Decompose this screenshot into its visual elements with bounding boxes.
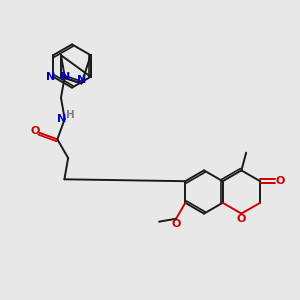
Text: N: N [61, 72, 70, 82]
Text: O: O [237, 214, 246, 224]
Text: H: H [66, 110, 75, 120]
Text: O: O [275, 176, 284, 186]
Text: O: O [31, 126, 40, 136]
Text: O: O [171, 219, 181, 229]
Text: N: N [56, 114, 66, 124]
Text: N: N [77, 75, 86, 85]
Text: N: N [46, 72, 56, 82]
